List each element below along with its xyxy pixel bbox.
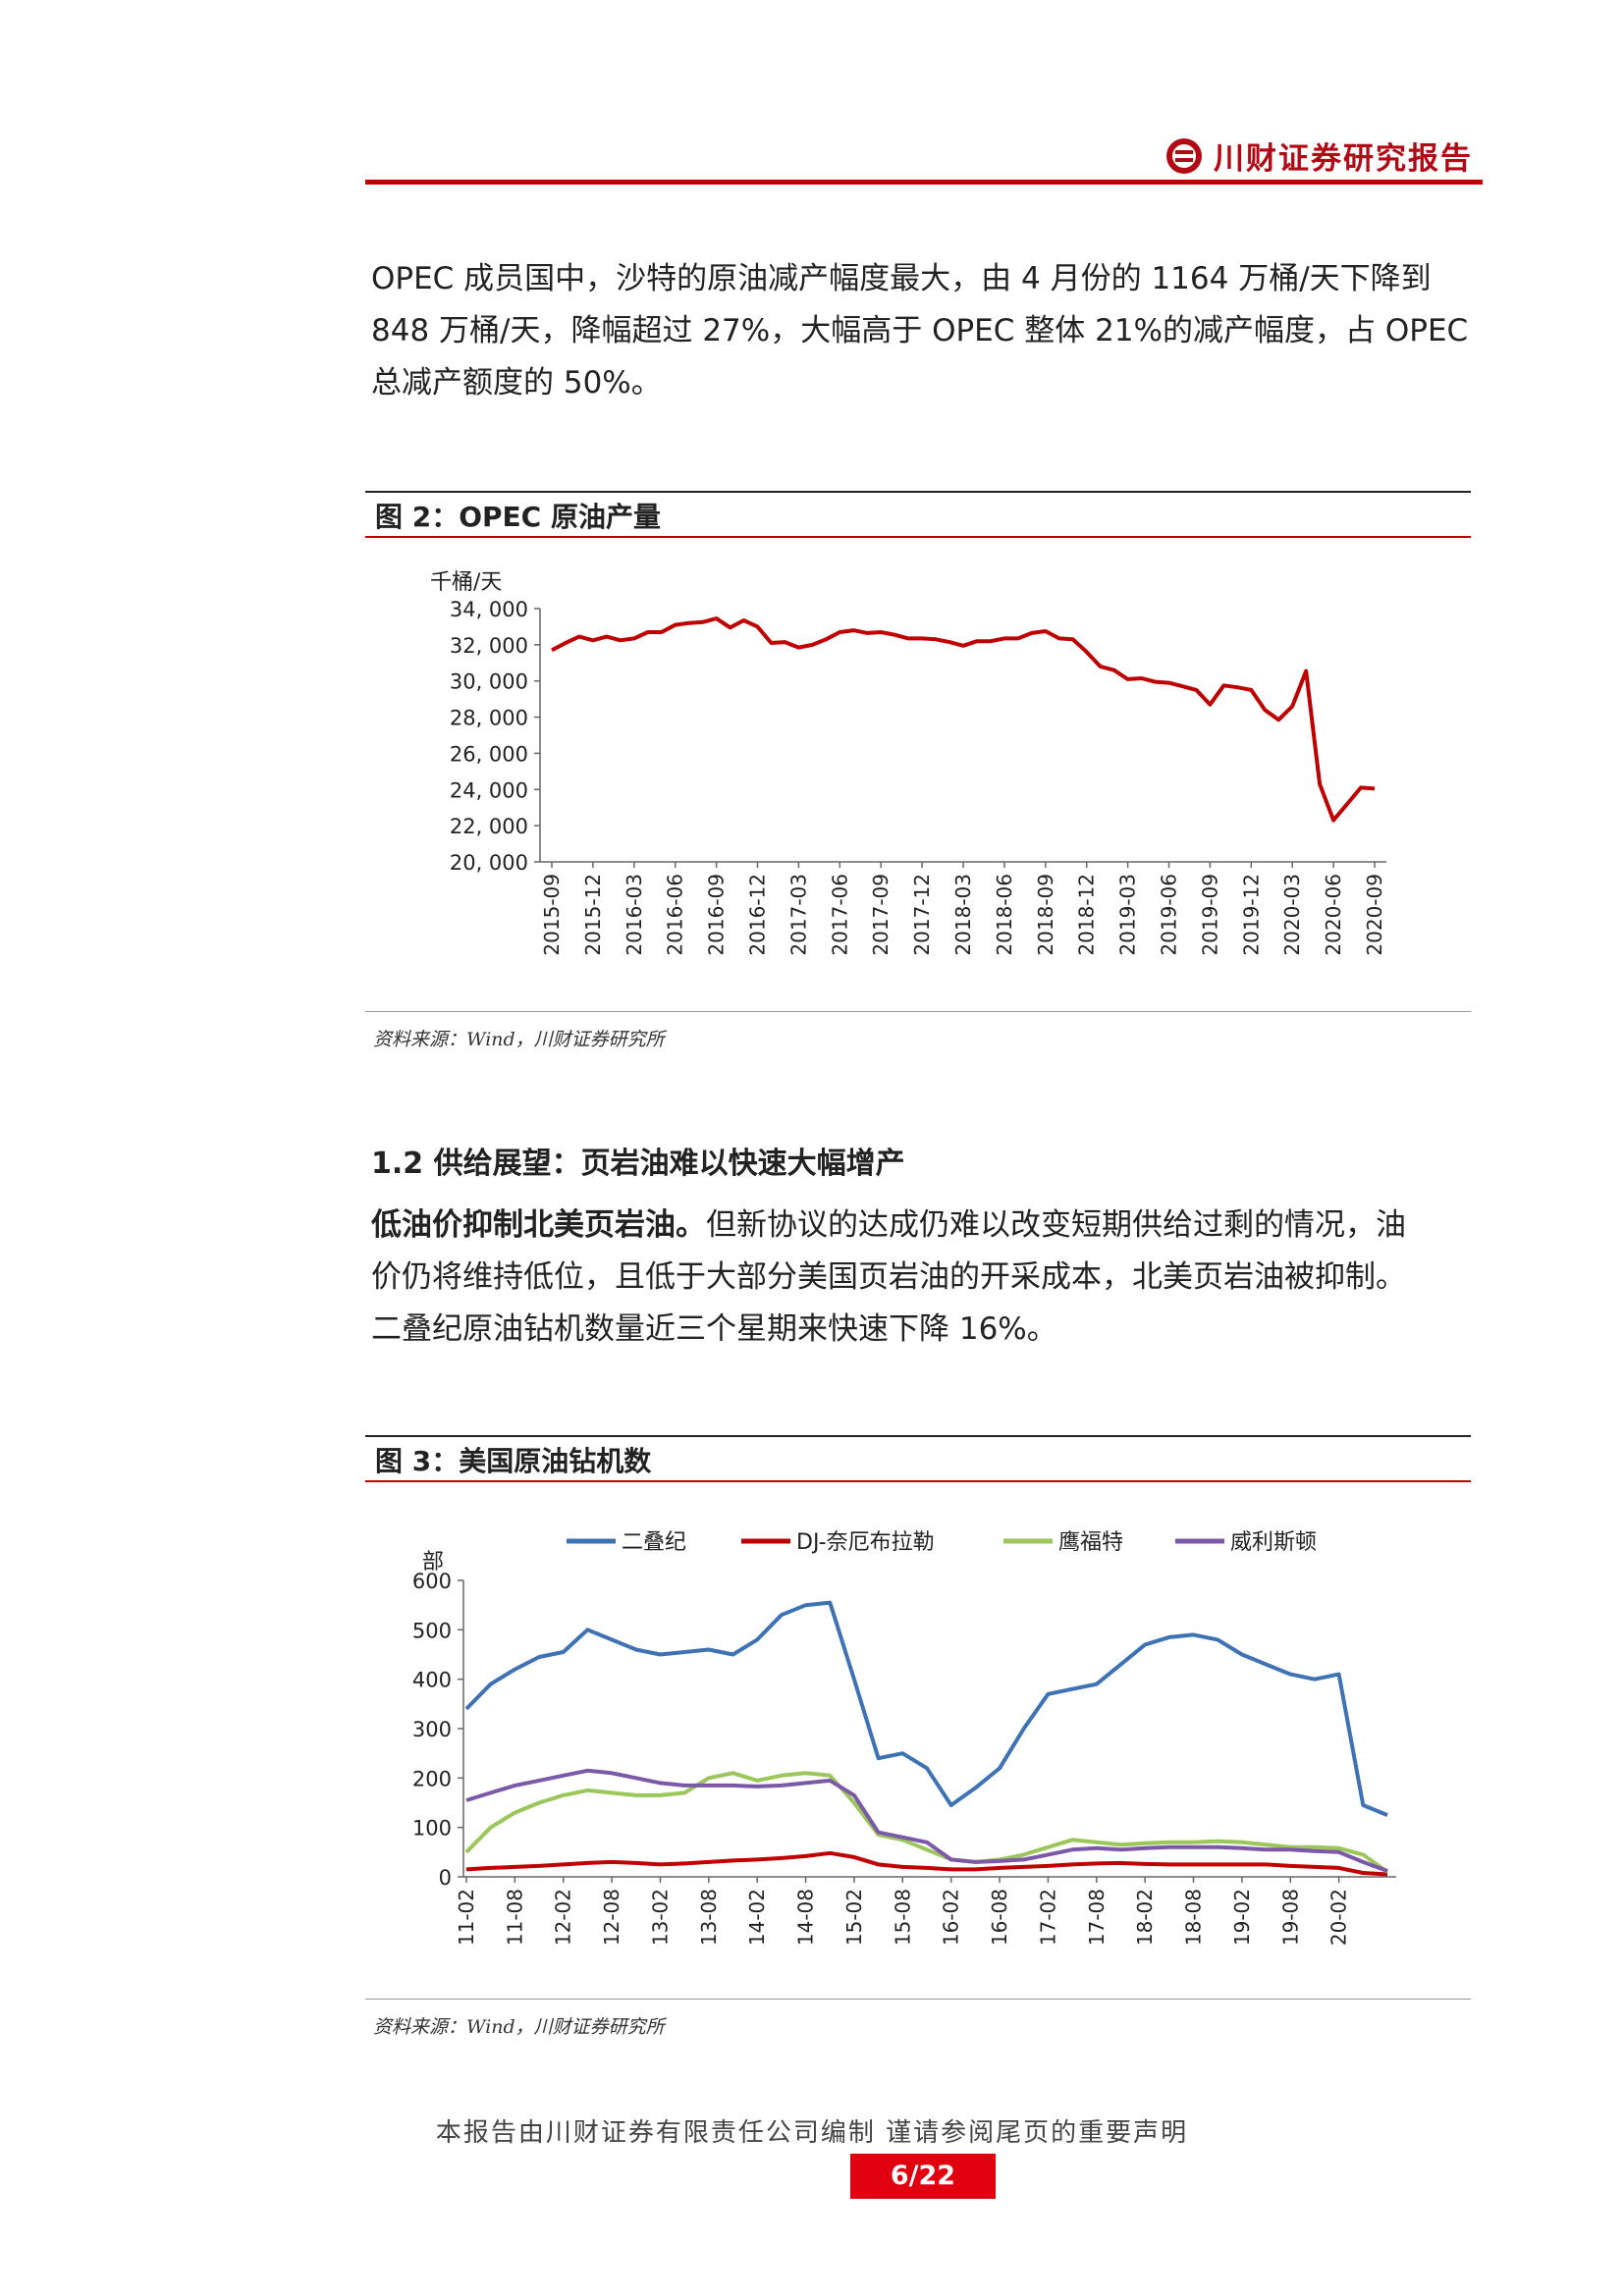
page-number: 6/22 <box>850 2154 996 2199</box>
x-tick-label: 17-08 <box>1085 1889 1109 1946</box>
y-tick-label: 32, 000 <box>450 634 528 658</box>
legend-label: DJ-奈厄布拉勒 <box>796 1530 935 1555</box>
figure3-top-rule <box>365 1435 1471 1437</box>
x-tick-label: 2020-09 <box>1363 874 1386 956</box>
x-tick-label: 2017-09 <box>869 874 893 956</box>
intro-line: 总减产额度的 50%。 <box>371 365 662 400</box>
x-tick-label: 2019-06 <box>1158 874 1181 956</box>
section-line-1: 低油价抑制北美页岩油。但新协议的达成仍难以改变短期供给过剩的情况，油 <box>371 1200 1479 1252</box>
intro-line: OPEC 成员国中，沙特的原油减产幅度最大，由 4 月份的 1164 万桶/天下… <box>371 261 1432 296</box>
x-tick-label: 2018-06 <box>993 874 1016 956</box>
opec-production-series-line <box>551 616 1376 823</box>
y-tick-label: 28, 000 <box>450 707 528 730</box>
figure2-source: 资料来源：Wind，川财证券研究所 <box>373 1029 665 1050</box>
header-divider <box>365 180 1483 185</box>
x-tick-label: 18-02 <box>1133 1889 1157 1946</box>
x-tick-label: 2017-03 <box>786 874 810 956</box>
x-tick-label: 2018-03 <box>951 874 975 956</box>
x-tick-label: 12-08 <box>600 1889 623 1946</box>
report-brand-title: 川财证券研究报告 <box>1214 141 1473 177</box>
x-tick-label: 16-02 <box>940 1889 963 1946</box>
figure2-top-rule <box>365 491 1471 493</box>
figure3-title: 图 3：美国原油钻机数 <box>375 1445 652 1477</box>
figure3-source: 资料来源：Wind，川财证券研究所 <box>373 2016 665 2038</box>
section-line-1-rest: 但新协议的达成仍难以改变短期供给过剩的情况，油 <box>706 1207 1406 1243</box>
x-tick-label: 16-08 <box>988 1889 1011 1946</box>
x-tick-label: 2016-12 <box>746 874 770 956</box>
x-tick-label: 2016-09 <box>705 874 729 956</box>
y-tick-label: 0 <box>439 1866 452 1890</box>
y-tick-label: 100 <box>412 1817 452 1841</box>
y-tick-label: 22, 000 <box>450 815 528 838</box>
y-tick-label: 20, 000 <box>450 851 528 875</box>
x-tick-label: 19-08 <box>1278 1889 1302 1946</box>
x-tick-label: 2018-12 <box>1075 874 1099 956</box>
figure2-title-rule <box>365 536 1471 538</box>
section-heading: 1.2 供给展望：页岩油难以快速大幅增产 <box>371 1147 905 1181</box>
x-tick-label: 15-02 <box>842 1889 866 1946</box>
x-tick-label: 2019-09 <box>1198 874 1221 956</box>
y-tick-label: 400 <box>412 1669 452 1692</box>
x-tick-label: 2016-06 <box>664 874 687 956</box>
legend-label: 二叠纪 <box>622 1530 686 1555</box>
figure3-bottom-rule <box>365 1999 1471 2000</box>
figure2-title: 图 2：OPEC 原油产量 <box>375 501 661 533</box>
x-tick-label: 2016-03 <box>623 874 646 956</box>
x-tick-label: 2015-12 <box>581 874 605 956</box>
section-line-3: 二叠纪原油钻机数量近三个星期来快速下降 16%。 <box>371 1311 1057 1347</box>
x-tick-label: 13-08 <box>697 1889 721 1946</box>
y-axis-unit-label: 千桶/天 <box>430 570 502 595</box>
section-line-2: 价仍将维持低位，且低于大部分美国页岩油的开采成本，北美页岩油被抑制。 <box>371 1259 1406 1295</box>
x-tick-label: 2020-06 <box>1322 874 1345 956</box>
x-tick-label: 17-02 <box>1036 1889 1059 1946</box>
legend-label: 鹰福特 <box>1058 1530 1123 1555</box>
x-tick-label: 2015-09 <box>540 874 564 956</box>
company-logo-icon <box>1166 138 1202 174</box>
rig-series-line-0 <box>464 1600 1388 1817</box>
y-tick-label: 24, 000 <box>450 778 528 802</box>
y-tick-label: 600 <box>412 1570 452 1593</box>
x-tick-label: 14-08 <box>794 1889 818 1946</box>
x-tick-label: 2017-06 <box>828 874 851 956</box>
x-tick-label: 15-08 <box>891 1889 914 1946</box>
y-tick-label: 26, 000 <box>450 742 528 766</box>
y-tick-label: 30, 000 <box>450 670 528 694</box>
x-tick-label: 18-08 <box>1182 1889 1206 1946</box>
x-tick-label: 2018-09 <box>1034 874 1057 956</box>
x-tick-label: 14-02 <box>745 1889 769 1946</box>
x-tick-label: 12-02 <box>552 1889 575 1946</box>
x-tick-label: 2020-03 <box>1280 874 1304 956</box>
y-tick-label: 300 <box>412 1718 452 1741</box>
x-tick-label: 19-02 <box>1230 1889 1254 1946</box>
intro-line: 848 万桶/天，降幅超过 27%，大幅高于 OPEC 整体 21%的减产幅度，… <box>371 313 1469 348</box>
x-tick-label: 13-02 <box>648 1889 672 1946</box>
x-tick-label: 20-02 <box>1327 1889 1351 1946</box>
figure3-title-rule <box>365 1480 1471 1482</box>
section-lead: 低油价抑制北美页岩油。 <box>371 1207 706 1243</box>
intro-paragraph: OPEC 成员国中，沙特的原油减产幅度最大，由 4 月份的 1164 万桶/天下… <box>371 253 1479 409</box>
y-tick-label: 200 <box>412 1767 452 1790</box>
section-paragraph: 低油价抑制北美页岩油。但新协议的达成仍难以改变短期供给过剩的情况，油 价仍将维持… <box>371 1200 1479 1356</box>
rig-series-line-1 <box>465 1850 1388 1877</box>
y-tick-label: 500 <box>412 1619 452 1642</box>
x-tick-label: 2019-03 <box>1116 874 1140 956</box>
x-tick-label: 11-08 <box>503 1889 526 1946</box>
opec-production-chart: 千桶/天 34, 000 32, 000 30, 000 28, 000 26, 000 2… <box>430 570 1386 956</box>
x-tick-label: 11-02 <box>455 1889 478 1946</box>
y-axis-unit-label: 部 <box>422 1550 444 1575</box>
footer-disclaimer: 本报告由川财证券有限责任公司编制 谨请参阅尾页的重要声明 <box>435 2118 1189 2148</box>
legend-label: 威利斯顿 <box>1230 1530 1317 1555</box>
x-tick-label: 2017-12 <box>910 874 934 956</box>
x-tick-label: 2019-12 <box>1239 874 1263 956</box>
rig-series-line-2 <box>464 1771 1389 1874</box>
y-tick-label: 34, 000 <box>450 598 528 621</box>
rig-series-line-3 <box>465 1768 1388 1873</box>
figure2-bottom-rule <box>365 1011 1471 1012</box>
